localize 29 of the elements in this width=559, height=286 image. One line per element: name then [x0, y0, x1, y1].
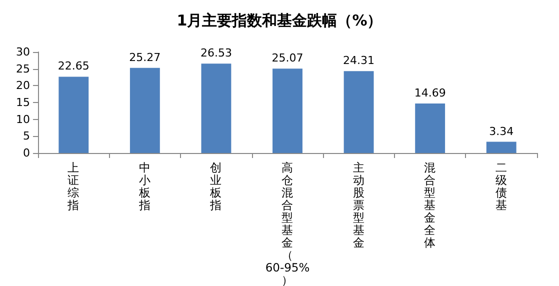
bar — [415, 104, 446, 153]
y-tick-label: 20 — [16, 79, 30, 92]
y-tick-label: 15 — [16, 96, 30, 109]
x-tick-label: 混合型基金全体 — [424, 160, 436, 250]
data-label: 14.69 — [414, 86, 446, 100]
y-tick-label: 10 — [16, 112, 30, 126]
y-tick-label: 5 — [23, 130, 30, 143]
y-tick-label: 0 — [23, 146, 30, 160]
data-label: 26.53 — [200, 46, 232, 60]
data-label: 25.27 — [129, 50, 161, 64]
x-tick-label: 主动股票型基金 — [352, 160, 365, 250]
bar — [272, 68, 302, 153]
chart-title: 1月主要指数和基金跌幅（%） — [176, 12, 382, 30]
bar — [130, 68, 160, 153]
category-label: 高仓混合型基金（60-95%） — [265, 160, 310, 286]
data-label: 3.34 — [489, 124, 514, 138]
bar — [201, 64, 232, 153]
bar — [344, 71, 374, 153]
data-label: 22.65 — [58, 60, 90, 73]
x-tick-label: 二级债基 — [495, 160, 508, 212]
data-label: 25.07 — [272, 52, 304, 65]
bar — [486, 142, 516, 153]
data-label: 24.31 — [343, 54, 375, 68]
y-tick-label: 30 — [16, 46, 30, 58]
x-tick-label: 上证综指 — [66, 160, 80, 212]
y-tick-label: 25 — [16, 62, 30, 76]
x-tick-label: 创业板指 — [209, 160, 222, 212]
bar — [58, 76, 89, 153]
x-tick-label: 中小板指 — [138, 160, 151, 212]
